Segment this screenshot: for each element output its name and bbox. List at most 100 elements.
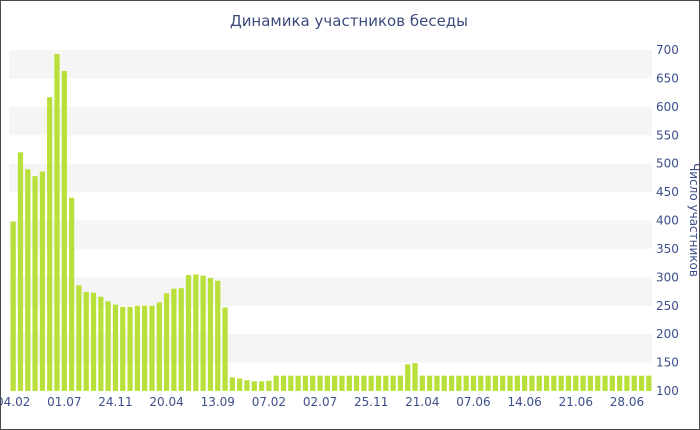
bar xyxy=(412,363,418,391)
x-tick-label: 24.11 xyxy=(98,395,132,409)
bar xyxy=(310,375,316,391)
x-tick-label: 21.04 xyxy=(405,395,439,409)
bar xyxy=(419,375,425,391)
bar xyxy=(185,275,192,391)
bar xyxy=(580,375,586,391)
bar xyxy=(368,375,374,391)
y-tick-label: 700 xyxy=(656,43,679,57)
x-tick-label: 21.06 xyxy=(559,395,593,409)
bar xyxy=(543,375,550,391)
x-axis-ticks: 04.02 01.07 24.11 20.04 13.09 07.02 02.07 25.11… xyxy=(0,395,644,409)
bar xyxy=(229,377,235,391)
grid-band xyxy=(9,106,652,136)
bar xyxy=(98,296,104,391)
bar xyxy=(32,176,38,391)
bar xyxy=(193,274,199,391)
bar xyxy=(215,280,221,391)
bar xyxy=(149,305,155,391)
bar xyxy=(39,171,46,391)
grid-band xyxy=(9,277,652,306)
x-tick-label: 14.06 xyxy=(507,395,541,409)
bar xyxy=(448,375,455,391)
bar xyxy=(565,375,572,391)
bar xyxy=(251,381,257,391)
x-tick-label: 04.02 xyxy=(0,395,30,409)
bar xyxy=(163,293,170,391)
x-tick-label: 01.07 xyxy=(47,395,81,409)
x-tick-label: 25.11 xyxy=(354,395,388,409)
bar xyxy=(573,375,579,391)
bar xyxy=(332,375,338,391)
bar xyxy=(478,375,484,391)
bar xyxy=(551,375,557,391)
x-tick-label: 28.06 xyxy=(610,395,644,409)
y-tick-label: 650 xyxy=(656,71,679,85)
y-tick-label: 400 xyxy=(656,214,679,228)
y-tick-label: 550 xyxy=(656,128,679,142)
bar xyxy=(353,375,360,391)
bar xyxy=(295,375,301,391)
y-tick-label: 450 xyxy=(656,185,679,199)
y-tick-label: 250 xyxy=(656,299,679,313)
grid-band xyxy=(9,163,652,193)
bar xyxy=(280,375,287,391)
bar xyxy=(156,302,162,391)
bar xyxy=(83,292,89,391)
bar xyxy=(500,375,506,391)
bar xyxy=(616,375,623,391)
x-tick-label: 07.02 xyxy=(252,395,286,409)
bar xyxy=(302,375,309,391)
bar xyxy=(624,375,630,391)
bar xyxy=(266,380,272,391)
bar xyxy=(237,378,243,391)
bar xyxy=(595,375,601,391)
bars xyxy=(10,53,652,392)
bar xyxy=(361,375,367,391)
bar xyxy=(646,375,652,391)
bar xyxy=(529,375,535,391)
bar xyxy=(558,375,564,391)
chart-title: Динамика участников беседы xyxy=(229,12,469,30)
y-tick-label: 100 xyxy=(656,384,679,398)
y-axis-ticks: 100 150 200 250 300 350 400 450 500 550 600 650 700 xyxy=(656,43,679,398)
bar xyxy=(120,306,126,391)
bar xyxy=(142,305,148,391)
bar xyxy=(427,375,433,391)
bar xyxy=(76,285,82,391)
bar xyxy=(602,375,608,391)
bar xyxy=(288,375,294,391)
bar xyxy=(127,306,133,391)
bar xyxy=(47,97,53,392)
bar xyxy=(397,375,404,391)
bar xyxy=(17,152,24,391)
bar xyxy=(207,277,214,391)
bar xyxy=(61,71,67,392)
bar xyxy=(522,375,528,391)
bar xyxy=(317,375,323,391)
bar xyxy=(405,364,411,391)
bar xyxy=(171,288,177,391)
bar xyxy=(54,53,60,391)
bar xyxy=(456,375,462,391)
bar xyxy=(631,375,637,391)
x-tick-label: 20.04 xyxy=(149,395,183,409)
bar xyxy=(273,375,279,391)
grid-band xyxy=(9,334,652,363)
x-tick-label: 02.07 xyxy=(303,395,337,409)
bar xyxy=(638,375,645,391)
x-tick-label: 07.06 xyxy=(456,395,490,409)
bar xyxy=(324,375,330,391)
bar xyxy=(536,375,542,391)
bar xyxy=(441,375,447,391)
bar xyxy=(587,375,594,391)
bar xyxy=(375,375,382,391)
bar xyxy=(507,375,513,391)
bar xyxy=(222,307,228,391)
bar xyxy=(609,375,615,391)
bar xyxy=(200,275,206,391)
bar xyxy=(339,375,345,391)
bar xyxy=(178,288,184,391)
bar xyxy=(105,301,111,391)
bar xyxy=(434,375,440,391)
